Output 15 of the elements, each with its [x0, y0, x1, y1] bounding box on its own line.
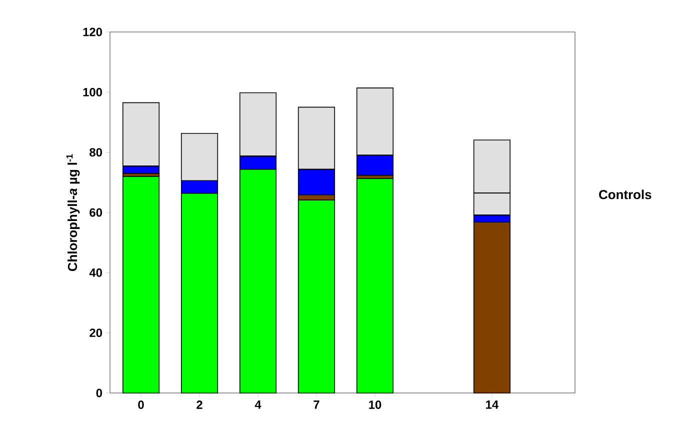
x-tick-label: 10: [369, 400, 382, 409]
x-tick-label: 14: [486, 400, 499, 409]
x-tick-label: 7: [314, 400, 320, 409]
y-tick-label: 100: [83, 88, 102, 96]
x-tick-label: 2: [196, 400, 202, 409]
y-tick-label: 40: [89, 268, 102, 277]
x-tick-label: 0: [138, 400, 144, 409]
y-tick-label: 120: [83, 28, 102, 36]
y-tick-label: 80: [90, 148, 102, 157]
y-tick-label: 0: [96, 388, 102, 398]
text: Controls: [599, 190, 652, 200]
y-tick-label: 60: [90, 208, 102, 217]
x-tick-label: 4: [254, 400, 262, 409]
y-axis-title: Chlorophyll-a µg l$^{-1}$: [66, 154, 80, 272]
y-tick-label: 20: [90, 328, 102, 338]
